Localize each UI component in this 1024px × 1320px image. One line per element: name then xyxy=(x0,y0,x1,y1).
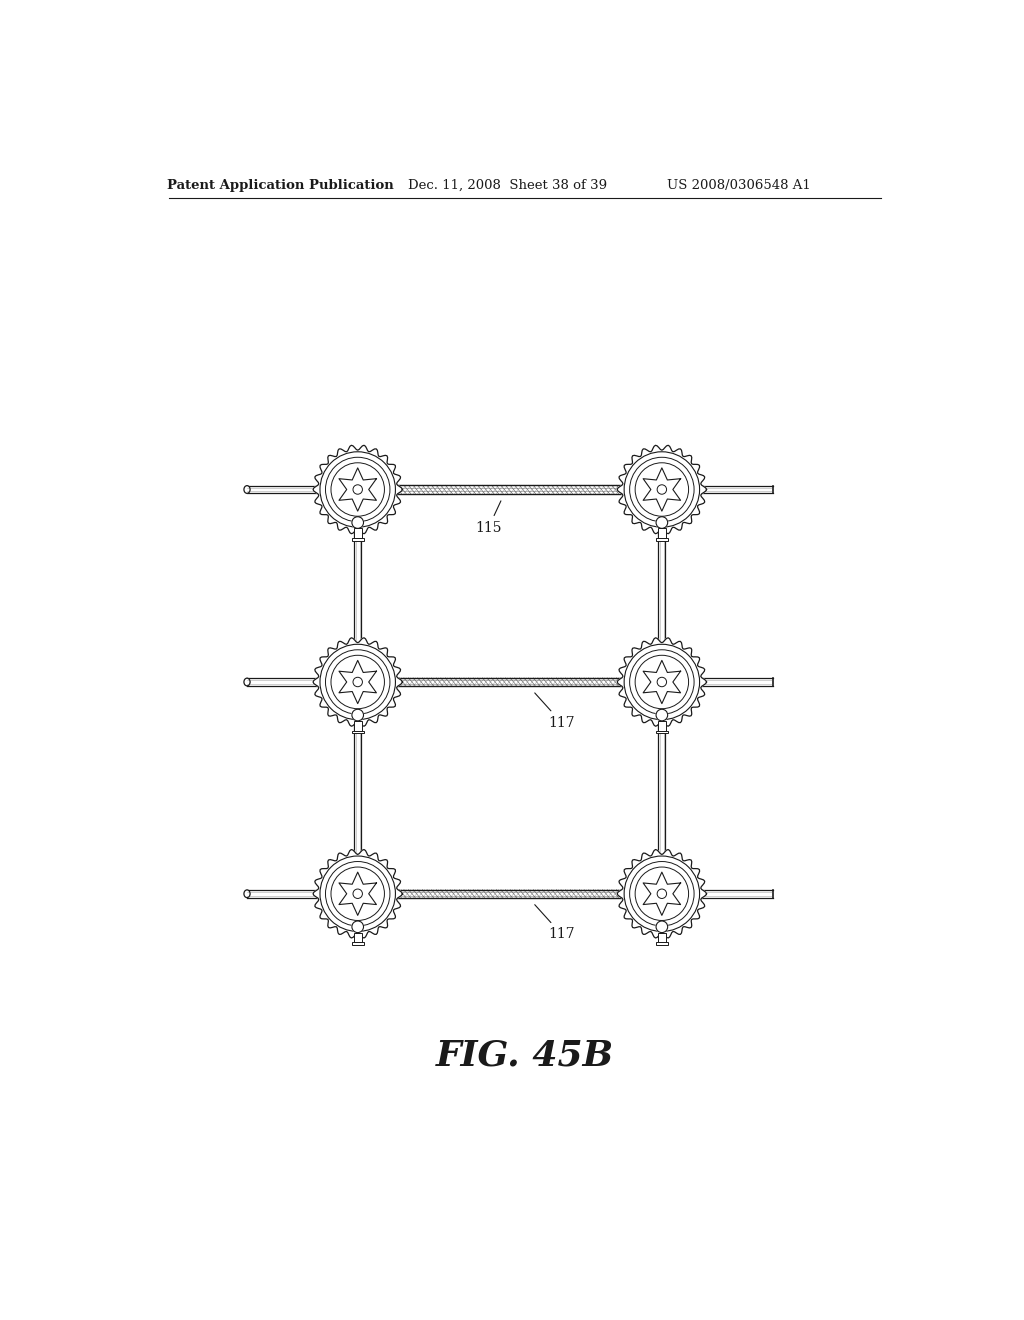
Bar xyxy=(657,933,666,942)
FancyBboxPatch shape xyxy=(628,664,696,701)
Bar xyxy=(385,890,634,898)
Circle shape xyxy=(319,451,395,527)
Ellipse shape xyxy=(244,678,250,686)
FancyBboxPatch shape xyxy=(632,667,692,697)
Circle shape xyxy=(625,451,699,527)
FancyBboxPatch shape xyxy=(328,667,388,697)
Polygon shape xyxy=(617,445,707,533)
Text: US 2008/0306548 A1: US 2008/0306548 A1 xyxy=(667,178,811,191)
Bar xyxy=(247,890,324,898)
Circle shape xyxy=(630,862,694,925)
FancyBboxPatch shape xyxy=(324,664,392,701)
FancyBboxPatch shape xyxy=(328,475,388,504)
FancyBboxPatch shape xyxy=(628,471,696,508)
Bar xyxy=(695,890,772,898)
Circle shape xyxy=(657,484,667,494)
Bar xyxy=(353,528,361,539)
Text: 117: 117 xyxy=(535,693,574,730)
Bar xyxy=(657,721,666,731)
Circle shape xyxy=(656,921,668,933)
Bar xyxy=(385,486,634,494)
Circle shape xyxy=(657,677,667,686)
Bar xyxy=(656,731,668,733)
Text: 117: 117 xyxy=(535,904,574,941)
Bar xyxy=(247,678,324,686)
Polygon shape xyxy=(339,660,377,704)
Circle shape xyxy=(656,516,668,528)
Circle shape xyxy=(352,921,364,933)
Bar xyxy=(385,677,634,686)
Bar xyxy=(658,513,666,869)
Polygon shape xyxy=(339,873,377,915)
Bar xyxy=(352,731,364,733)
Circle shape xyxy=(319,857,395,932)
Circle shape xyxy=(326,649,390,714)
Circle shape xyxy=(352,516,364,528)
FancyBboxPatch shape xyxy=(328,879,388,908)
Bar xyxy=(353,933,361,942)
Bar xyxy=(385,890,634,898)
Bar xyxy=(657,528,666,539)
FancyBboxPatch shape xyxy=(632,475,692,504)
Circle shape xyxy=(630,649,694,714)
Circle shape xyxy=(635,867,688,920)
Polygon shape xyxy=(313,638,402,726)
Circle shape xyxy=(326,862,390,925)
FancyBboxPatch shape xyxy=(632,879,692,908)
Polygon shape xyxy=(313,445,402,533)
Bar xyxy=(385,677,634,686)
Circle shape xyxy=(656,709,668,721)
Circle shape xyxy=(657,890,667,899)
Ellipse shape xyxy=(244,486,250,494)
Polygon shape xyxy=(339,467,377,511)
Circle shape xyxy=(352,709,364,721)
Circle shape xyxy=(635,655,688,709)
Text: FIG. 45B: FIG. 45B xyxy=(436,1039,613,1072)
FancyBboxPatch shape xyxy=(324,875,392,912)
Ellipse shape xyxy=(244,890,250,898)
Circle shape xyxy=(353,890,362,899)
Bar xyxy=(695,486,772,494)
Circle shape xyxy=(331,867,384,920)
Circle shape xyxy=(635,463,688,516)
Polygon shape xyxy=(643,873,681,915)
Bar xyxy=(352,942,364,945)
Bar xyxy=(247,486,324,494)
Bar xyxy=(354,513,361,869)
Circle shape xyxy=(326,457,390,521)
FancyBboxPatch shape xyxy=(628,875,696,912)
Text: Patent Application Publication: Patent Application Publication xyxy=(167,178,394,191)
Text: 115: 115 xyxy=(475,500,502,535)
Polygon shape xyxy=(617,638,707,726)
Circle shape xyxy=(625,857,699,932)
Circle shape xyxy=(353,677,362,686)
Bar xyxy=(353,721,361,731)
Bar xyxy=(385,486,634,494)
Circle shape xyxy=(331,655,384,709)
Polygon shape xyxy=(313,850,402,939)
Circle shape xyxy=(319,644,395,719)
Bar xyxy=(656,942,668,945)
Circle shape xyxy=(630,457,694,521)
Polygon shape xyxy=(617,850,707,939)
Bar xyxy=(695,678,772,686)
Text: Dec. 11, 2008  Sheet 38 of 39: Dec. 11, 2008 Sheet 38 of 39 xyxy=(409,178,607,191)
Circle shape xyxy=(331,463,384,516)
Polygon shape xyxy=(643,467,681,511)
Bar xyxy=(352,539,364,540)
Circle shape xyxy=(353,484,362,494)
Polygon shape xyxy=(643,660,681,704)
FancyBboxPatch shape xyxy=(324,471,392,508)
Bar xyxy=(656,539,668,540)
Circle shape xyxy=(625,644,699,719)
